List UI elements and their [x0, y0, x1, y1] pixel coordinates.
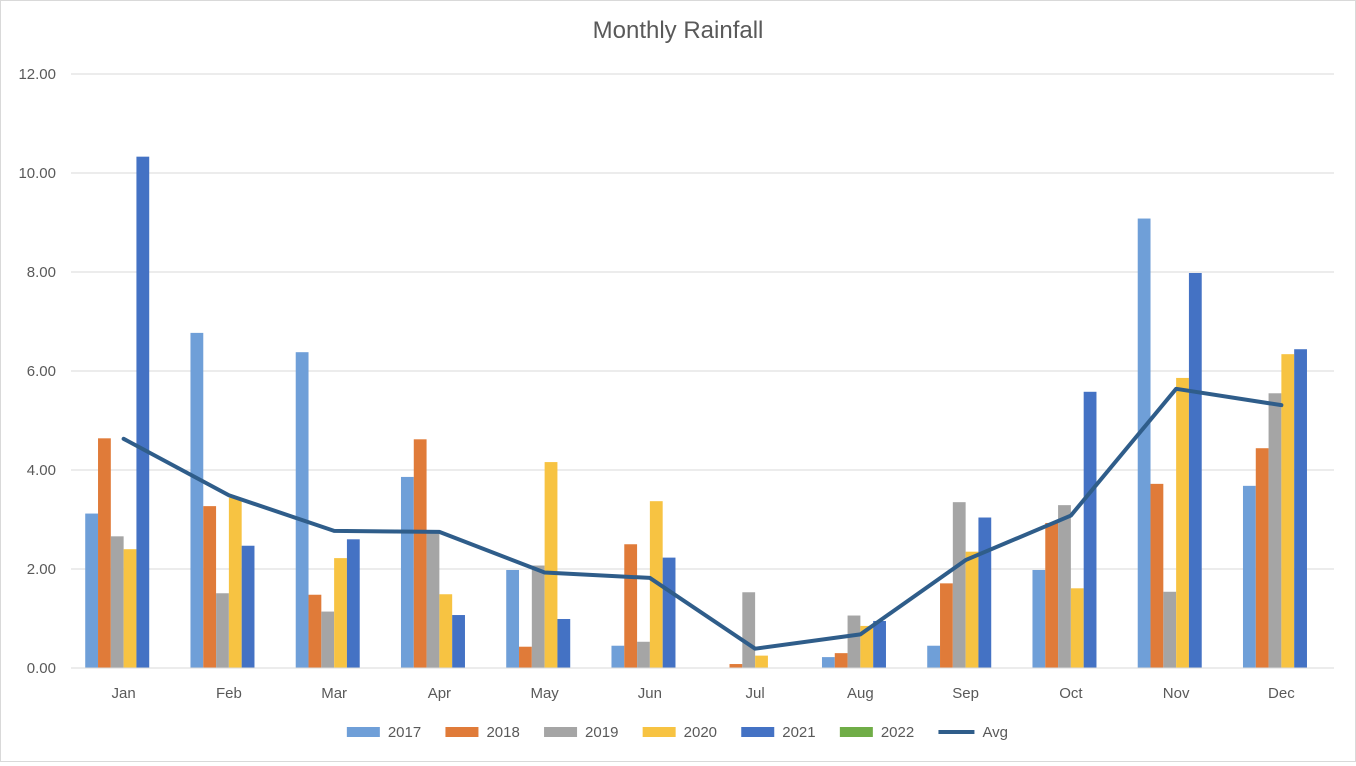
x-tick-label: Nov	[1163, 685, 1190, 702]
bar-2018-Apr	[413, 439, 427, 668]
line-series-Avg	[121, 386, 1284, 651]
bar-2021-Sep	[978, 517, 992, 668]
bar-2018-Jan	[98, 438, 111, 668]
bar-2019-May	[531, 565, 545, 668]
y-tick-label: 8.00	[27, 264, 56, 281]
legend-swatch-2017	[346, 727, 380, 737]
bar-2020-Feb	[228, 497, 242, 668]
x-tick-label: Apr	[428, 685, 451, 702]
bar-2018-Feb	[203, 506, 217, 668]
x-tick-label: Sep	[952, 685, 979, 702]
legend-label-2022: 2022	[881, 724, 914, 741]
bar-2020-Nov	[1176, 377, 1189, 668]
bar-2020-May	[544, 462, 558, 668]
bar-2017-Sep	[927, 645, 941, 668]
bar-2017-Dec	[1242, 485, 1256, 668]
legend-swatch-2022	[839, 727, 873, 737]
x-tick-label: Aug	[847, 685, 874, 702]
x-tick-label: Mar	[321, 685, 347, 702]
bar-2017-Oct	[1032, 569, 1046, 668]
bar-2021-Dec	[1294, 349, 1307, 668]
bar-2019-Oct	[1058, 505, 1071, 668]
y-tick-label: 4.00	[27, 462, 56, 479]
y-tick-label: 10.00	[18, 165, 56, 182]
bar-2017-Jun	[611, 645, 625, 668]
legend-swatch-2019	[544, 727, 578, 737]
legend-swatch-2020	[642, 727, 676, 737]
bar-2020-Mar	[334, 558, 347, 668]
bar-2021-Oct	[1083, 391, 1097, 668]
legend-label-2020: 2020	[684, 724, 717, 741]
x-tick-label: May	[530, 685, 559, 702]
bar-2018-Oct	[1045, 522, 1059, 668]
bar-2017-Jan	[85, 513, 99, 668]
y-tick-label: 12.00	[18, 66, 56, 83]
y-tick-label: 6.00	[27, 363, 56, 380]
bar-2017-Feb	[190, 332, 204, 668]
bar-2020-Jul	[755, 655, 768, 668]
bar-2020-Jan	[123, 549, 137, 668]
bar-2019-Apr	[426, 532, 440, 668]
bar-2018-Dec	[1255, 448, 1269, 668]
bar-2019-Sep	[952, 502, 966, 668]
legend-label-2017: 2017	[388, 724, 421, 741]
bar-2018-May	[519, 646, 532, 668]
bar-2018-Jun	[624, 544, 638, 668]
x-tick-label: Jan	[112, 685, 136, 702]
bar-2021-Apr	[452, 615, 465, 668]
bar-2017-Apr	[400, 476, 414, 668]
bar-2020-Apr	[439, 594, 453, 668]
bar-2018-Aug	[834, 653, 848, 668]
x-tick-label: Jun	[638, 685, 662, 702]
legend-label-Avg: Avg	[982, 724, 1008, 741]
bar-2018-Nov	[1150, 483, 1164, 668]
bar-2021-Aug	[873, 620, 886, 668]
bar-2021-Jan	[136, 156, 150, 669]
bar-2020-Oct	[1070, 588, 1084, 668]
bar-2019-Jun	[637, 641, 650, 668]
bar-2019-Feb	[216, 593, 229, 668]
legend-swatch-2018	[445, 727, 479, 737]
x-tick-label: Dec	[1268, 685, 1295, 702]
bar-2021-Mar	[346, 539, 360, 668]
chart-title: Monthly Rainfall	[592, 17, 764, 44]
bar-2019-Jan	[110, 536, 124, 668]
bar-2018-Jul	[729, 664, 743, 668]
bar-2018-Mar	[308, 594, 322, 668]
x-tick-label: Oct	[1059, 685, 1083, 702]
legend-label-2019: 2019	[585, 724, 618, 741]
bar-2017-Aug	[821, 657, 835, 668]
y-tick-label: 2.00	[27, 561, 56, 578]
bar-2019-Mar	[321, 611, 335, 668]
legend-label-2021: 2021	[782, 724, 815, 741]
x-tick-label: Jul	[746, 685, 765, 702]
bar-2021-Nov	[1188, 272, 1202, 668]
bar-2017-Mar	[295, 352, 309, 668]
bar-2017-May	[506, 569, 520, 668]
y-tick-label: 0.00	[27, 660, 56, 677]
x-tick-label: Feb	[216, 685, 242, 702]
bar-2021-Jun	[662, 557, 676, 668]
bar-2019-Nov	[1163, 591, 1177, 668]
bar-2020-Dec	[1281, 354, 1295, 668]
bar-2019-Dec	[1268, 393, 1282, 668]
bar-2020-Sep	[965, 551, 979, 668]
legend-label-2018: 2018	[486, 724, 519, 741]
bar-2020-Aug	[860, 625, 874, 668]
bar-2021-Feb	[241, 545, 255, 668]
bar-2018-Sep	[940, 583, 953, 668]
bar-2021-May	[557, 618, 571, 668]
bar-2019-Aug	[847, 615, 861, 668]
legend-swatch-2021	[741, 727, 775, 737]
bar-2019-Jul	[742, 592, 756, 668]
bar-2017-Nov	[1137, 218, 1151, 669]
